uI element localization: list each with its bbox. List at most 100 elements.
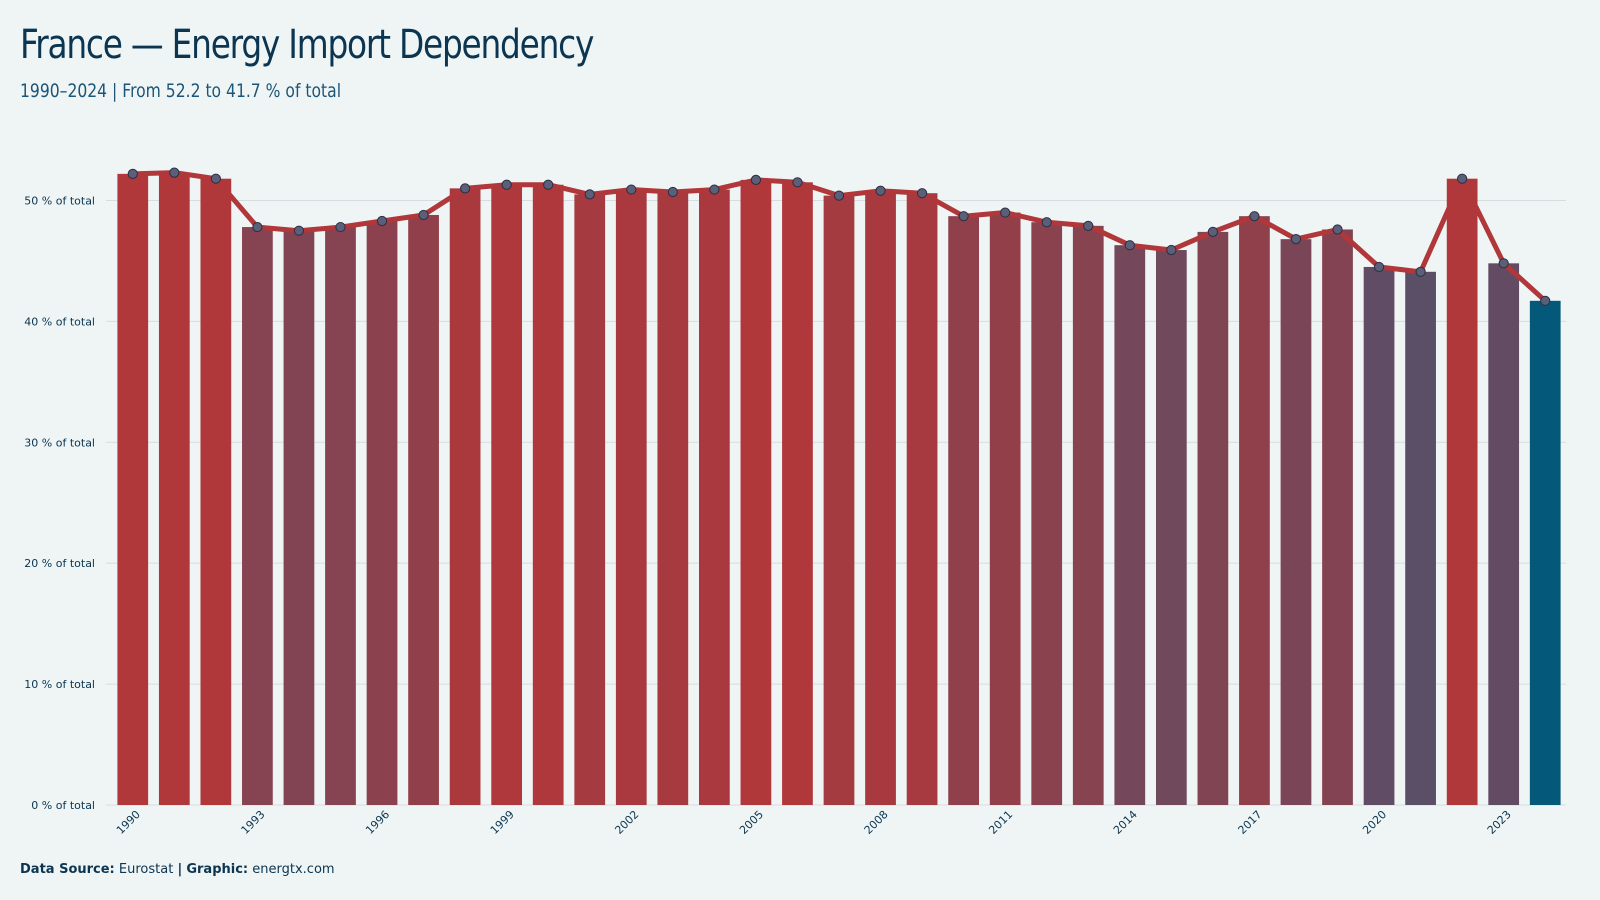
point-1995 <box>335 221 346 233</box>
point-2006 <box>792 177 803 188</box>
bar-2002 <box>615 189 647 805</box>
point-2000 <box>543 179 554 190</box>
data-points <box>127 167 1551 306</box>
bar-1992 <box>200 178 232 805</box>
point-1998 <box>460 183 471 194</box>
point-1990 <box>127 168 138 179</box>
point-2015 <box>1166 244 1177 256</box>
bar-2011 <box>989 212 1021 805</box>
chart-title: France — Energy Import Dependency <box>20 22 594 68</box>
bar-1994 <box>283 230 315 805</box>
x-tick-label: 2002 <box>612 808 641 837</box>
y-axis-ticks: 0 % of total 10 % of total 20 % of total 30… <box>24 194 95 812</box>
x-tick-label: 2017 <box>1236 808 1265 837</box>
point-1997 <box>418 209 429 221</box>
bar-2014 <box>1114 245 1146 805</box>
source-label: Data Source: <box>20 862 115 877</box>
bar-2001 <box>574 194 606 806</box>
bar-2006 <box>782 182 813 805</box>
x-tick-label: 2014 <box>1111 808 1140 837</box>
bar-2012 <box>1031 222 1063 805</box>
point-1992 <box>210 173 221 184</box>
point-2023 <box>1498 258 1509 269</box>
point-2019 <box>1332 224 1343 235</box>
bar-1995 <box>325 227 356 805</box>
x-tick-label: 2023 <box>1485 808 1514 837</box>
point-1999 <box>501 179 512 190</box>
x-tick-label: 1990 <box>114 808 143 837</box>
x-tick-label: 2020 <box>1360 808 1389 837</box>
x-tick-label: 2008 <box>862 808 891 837</box>
point-1993 <box>252 221 263 233</box>
point-2004 <box>709 184 720 195</box>
y-tick-label: 10 % of total <box>24 678 95 691</box>
y-tick-label: 0 % of total <box>31 799 95 812</box>
bar-2024 <box>1529 300 1561 805</box>
bar-1997 <box>408 214 439 806</box>
point-2024 <box>1540 295 1551 306</box>
point-1991 <box>169 167 180 178</box>
y-tick-label: 20 % of total <box>24 557 95 570</box>
x-tick-label: 1996 <box>363 808 392 837</box>
bar-2010 <box>948 216 979 805</box>
bar-1996 <box>366 221 398 805</box>
graphic-label: Graphic: <box>186 862 249 877</box>
bar-2023 <box>1488 263 1520 805</box>
point-2022 <box>1457 173 1468 184</box>
bar-2019 <box>1322 229 1353 806</box>
bar-2015 <box>1155 250 1187 805</box>
point-2020 <box>1373 261 1385 273</box>
bar-2022 <box>1446 178 1478 805</box>
bar-1998 <box>449 188 481 805</box>
bar-2017 <box>1239 216 1270 805</box>
bar-2008 <box>865 190 896 806</box>
point-2011 <box>1000 207 1011 218</box>
y-tick-label: 50 % of total <box>24 194 95 207</box>
bars <box>117 172 1561 806</box>
point-1996 <box>376 215 388 227</box>
point-2013 <box>1083 220 1094 231</box>
point-2002 <box>626 184 637 195</box>
bar-2018 <box>1280 239 1312 806</box>
bar-2009 <box>906 193 938 805</box>
bar-2020 <box>1363 266 1395 805</box>
bar-2007 <box>823 195 855 806</box>
y-tick-label: 40 % of total <box>24 315 95 328</box>
bar-2003 <box>657 191 689 805</box>
point-2021 <box>1415 266 1426 277</box>
footer-separator: | <box>177 862 183 877</box>
x-axis-ticks: 1990 1993 1996 1999 2002 2005 2008 2011 2014 2017… <box>114 808 1514 837</box>
point-2007 <box>833 190 845 201</box>
bar-2013 <box>1072 225 1104 805</box>
bar-2004 <box>699 189 730 805</box>
x-tick-label: 1999 <box>488 808 517 837</box>
bar-1990 <box>117 173 149 805</box>
point-2012 <box>1041 217 1052 228</box>
bar-2016 <box>1197 231 1229 805</box>
bar-2005 <box>740 179 772 805</box>
x-tick-label: 2011 <box>986 808 1015 837</box>
point-1994 <box>293 225 305 236</box>
point-2016 <box>1207 226 1218 237</box>
point-2017 <box>1249 211 1260 222</box>
point-2010 <box>958 211 969 222</box>
y-tick-label: 30 % of total <box>24 436 95 449</box>
bar-2021 <box>1405 271 1436 806</box>
x-tick-label: 1993 <box>239 808 268 837</box>
point-2001 <box>584 189 595 200</box>
bar-1999 <box>491 184 523 806</box>
point-2009 <box>916 188 928 199</box>
point-2003 <box>667 186 678 198</box>
point-2008 <box>875 185 886 196</box>
point-2014 <box>1124 240 1135 251</box>
bar-2000 <box>532 184 564 806</box>
chart-subtitle: 1990–2024 | From 52.2 to 41.7 % of total <box>20 80 342 102</box>
point-2005 <box>750 174 762 185</box>
footer-credits: Data Source: Eurostat | Graphic: energtx… <box>20 862 335 877</box>
bar-1991 <box>158 172 190 806</box>
graphic-value: energtx.com <box>252 862 335 877</box>
x-tick-label: 2005 <box>737 808 766 837</box>
point-2018 <box>1290 234 1302 245</box>
bar-1993 <box>242 227 273 805</box>
